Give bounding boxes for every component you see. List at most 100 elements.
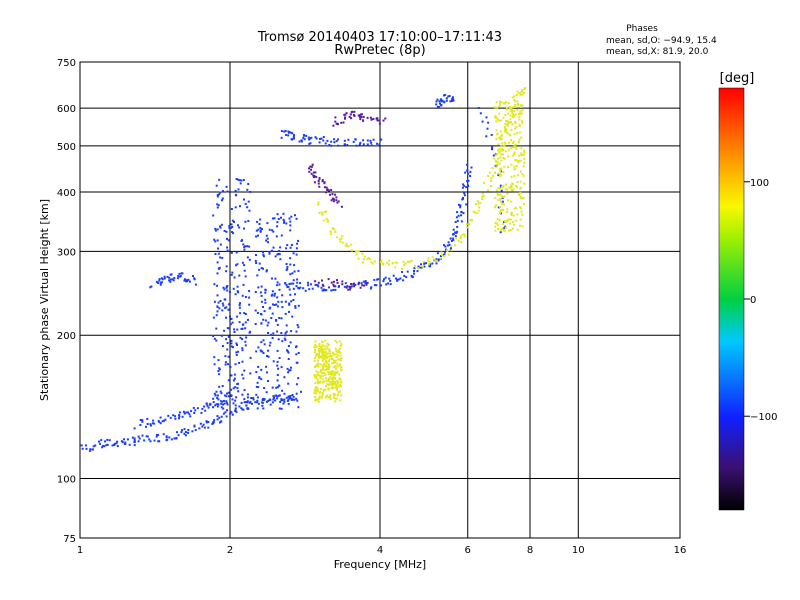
data-point (289, 293, 292, 296)
data-point (466, 180, 468, 183)
data-point (276, 281, 279, 284)
data-point (354, 138, 357, 141)
data-point (238, 179, 241, 182)
data-point (248, 209, 251, 212)
data-point (206, 404, 209, 407)
data-point (203, 426, 206, 429)
data-point (324, 350, 327, 353)
data-point (324, 191, 327, 194)
data-point (225, 306, 228, 309)
data-point (322, 368, 325, 371)
data-point (169, 280, 172, 283)
data-point (378, 122, 381, 125)
data-point (257, 228, 260, 231)
data-point (511, 111, 514, 114)
data-point (332, 124, 335, 127)
data-point (180, 272, 183, 275)
data-point (500, 173, 502, 176)
data-point (516, 213, 519, 216)
data-point (346, 285, 349, 288)
data-point (511, 146, 514, 149)
data-point (241, 261, 244, 264)
data-point (260, 368, 263, 371)
data-point (322, 219, 325, 222)
data-point (229, 323, 232, 326)
data-point (226, 289, 229, 292)
data-point (153, 439, 156, 442)
data-point (363, 255, 366, 258)
data-point (443, 244, 445, 247)
data-point (336, 358, 339, 361)
data-point (503, 195, 506, 198)
data-point (242, 408, 245, 411)
data-point (429, 263, 432, 266)
data-point (335, 122, 338, 125)
data-point (334, 116, 337, 119)
data-point (283, 376, 286, 379)
data-point (446, 244, 449, 247)
data-point (260, 294, 263, 297)
data-point (513, 165, 516, 168)
data-point (454, 231, 457, 234)
data-point (227, 303, 230, 306)
data-point (319, 380, 322, 383)
data-point (162, 433, 165, 436)
data-point (403, 274, 406, 277)
data-point (329, 397, 332, 400)
data-point (499, 212, 501, 215)
data-point (244, 296, 247, 298)
data-point (315, 137, 318, 140)
data-point (513, 145, 515, 148)
data-point (511, 109, 513, 112)
data-point (496, 106, 499, 109)
data-point (330, 199, 333, 202)
data-point (343, 143, 346, 146)
data-point (286, 244, 289, 247)
data-point (448, 243, 451, 246)
data-point (250, 397, 253, 399)
data-point (234, 404, 237, 407)
data-point (498, 151, 501, 154)
data-point (510, 163, 513, 166)
data-point (312, 171, 315, 174)
data-point (518, 113, 520, 115)
data-point (262, 251, 264, 254)
data-point (149, 440, 152, 443)
data-point (328, 366, 330, 368)
data-point (521, 225, 524, 228)
data-point (297, 352, 300, 354)
data-point (289, 395, 292, 397)
data-point (366, 258, 369, 261)
data-point (498, 148, 501, 151)
data-point (277, 300, 280, 303)
data-point (359, 286, 362, 289)
data-point (359, 115, 361, 118)
data-point (271, 312, 274, 315)
data-point (321, 289, 324, 292)
data-point (244, 220, 247, 223)
data-point (470, 219, 473, 222)
data-point (523, 151, 526, 154)
data-point (300, 140, 303, 143)
data-point (335, 397, 337, 400)
data-point (231, 321, 234, 324)
data-point (223, 399, 225, 402)
data-point (207, 421, 210, 423)
data-point (282, 212, 285, 215)
data-point (171, 278, 174, 281)
data-point (247, 220, 250, 222)
data-point (138, 437, 141, 440)
data-point (85, 444, 87, 447)
data-point (403, 264, 406, 267)
data-point (523, 88, 526, 91)
data-point (472, 210, 475, 213)
data-point (277, 338, 280, 341)
data-point (377, 278, 380, 281)
data-point (256, 220, 259, 223)
data-point (493, 157, 496, 160)
data-point (231, 226, 234, 228)
data-point (231, 219, 234, 222)
data-point (214, 253, 217, 255)
data-point (420, 263, 422, 266)
